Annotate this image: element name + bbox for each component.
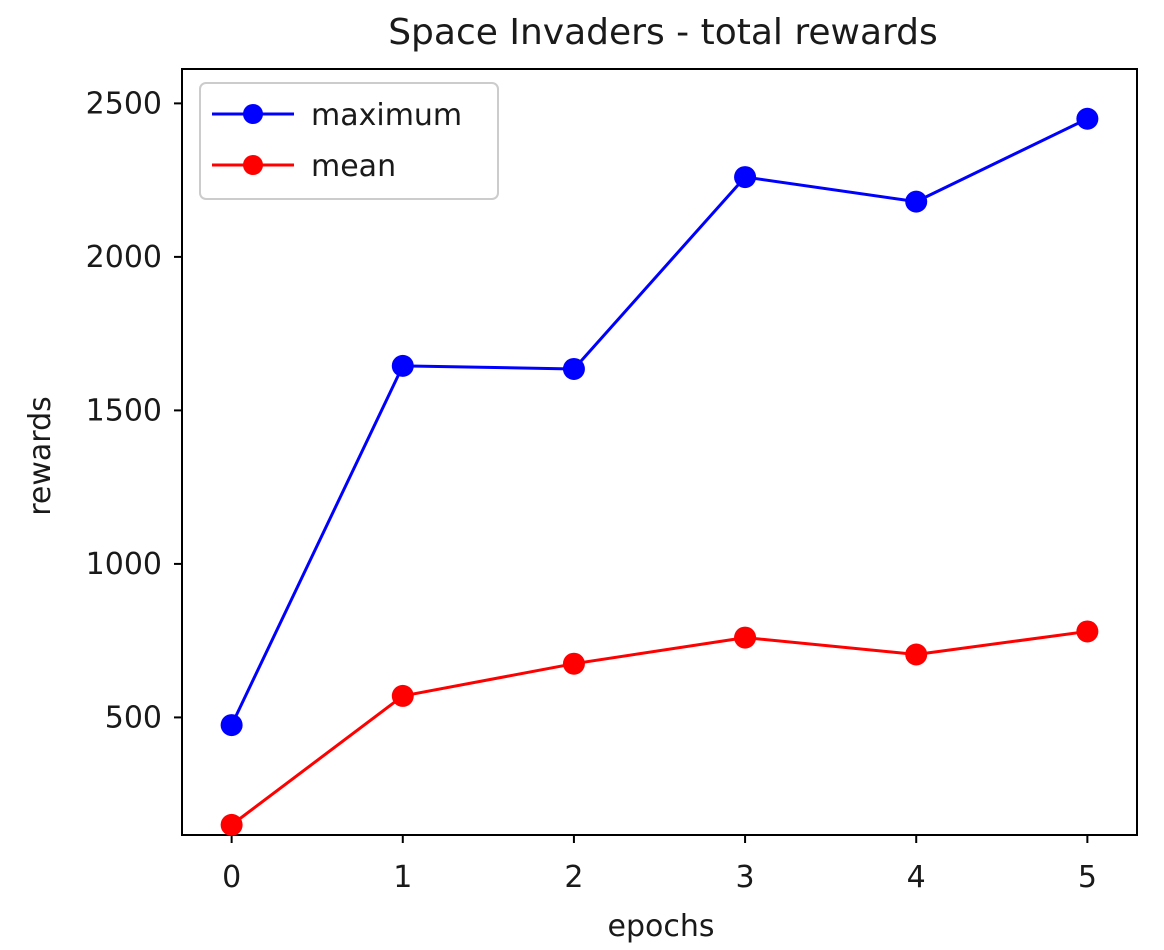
legend-maximum-marker	[243, 104, 263, 124]
y-tick-label: 2500	[86, 86, 162, 121]
series-layer	[220, 107, 1099, 836]
series-line-maximum	[230, 117, 1089, 726]
y-axis-ticks: 500 1000 1500 2000 2500	[86, 86, 182, 735]
legend-mean-label: mean	[311, 149, 396, 184]
data-point-mean	[220, 813, 243, 836]
x-tick-label: 5	[1078, 860, 1097, 895]
x-tick-label: 3	[736, 860, 755, 895]
y-tick-label: 1000	[86, 547, 162, 582]
data-point-mean	[905, 643, 928, 666]
x-tick-label: 2	[564, 860, 583, 895]
x-axis-label: epochs	[608, 909, 715, 944]
series-mean	[220, 620, 1099, 836]
data-point-maximum	[1076, 107, 1099, 130]
y-tick-label: 2000	[86, 240, 162, 275]
x-tick-label: 1	[393, 860, 412, 895]
data-point-mean	[734, 626, 757, 649]
y-tick-label: 1500	[86, 393, 162, 428]
x-tick-label: 0	[222, 860, 241, 895]
data-point-maximum	[734, 166, 757, 189]
legend-mean-marker	[243, 155, 263, 175]
legend: maximum mean	[199, 82, 499, 200]
y-axis-label: rewards	[23, 396, 58, 516]
data-point-mean	[391, 684, 414, 707]
data-point-maximum	[562, 357, 585, 380]
series-maximum	[220, 107, 1099, 737]
series-line-mean	[230, 629, 1088, 827]
legend-maximum-label: maximum	[311, 98, 462, 133]
plot-area	[181, 68, 1138, 836]
data-point-maximum	[905, 190, 928, 213]
data-point-mean	[1076, 620, 1099, 643]
chart-title: Space Invaders - total rewards	[388, 12, 938, 53]
x-axis-ticks: 0 1 2 3 4 5	[222, 835, 1097, 895]
data-point-mean	[562, 652, 585, 675]
x-tick-label: 4	[907, 860, 926, 895]
data-point-maximum	[391, 354, 414, 377]
plot-frame	[181, 68, 1138, 836]
y-tick-label: 500	[105, 700, 162, 735]
data-point-maximum	[220, 714, 243, 737]
legend-box	[199, 82, 499, 200]
